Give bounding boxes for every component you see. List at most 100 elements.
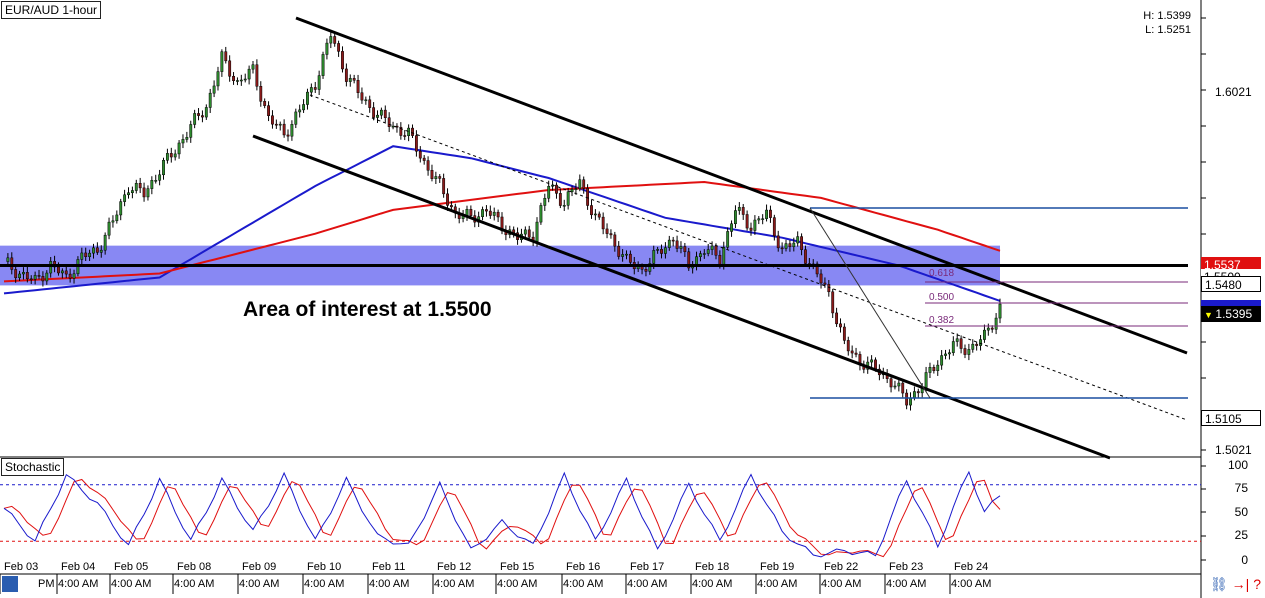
candle-body <box>706 249 710 254</box>
candle-body <box>842 326 846 341</box>
date-label: Feb 24 <box>954 561 989 573</box>
candle-body <box>372 107 376 118</box>
date-label: Feb 05 <box>114 561 149 573</box>
candle-body <box>103 234 107 251</box>
stoch-level-50: 50 <box>1234 505 1248 519</box>
candle-body <box>737 207 741 211</box>
candle-body <box>162 160 165 176</box>
candle-body <box>839 323 842 328</box>
candle-body <box>387 117 391 127</box>
candle-body <box>586 188 590 206</box>
candle-body <box>107 221 111 236</box>
candle-body <box>88 252 92 257</box>
candle-body <box>722 246 726 265</box>
candle-body <box>158 174 162 181</box>
candle-body <box>675 240 679 249</box>
candle-body <box>488 210 492 216</box>
candle-body <box>578 179 582 189</box>
date-label: Feb 11 <box>372 561 406 573</box>
candle-body <box>893 385 897 388</box>
candle-body <box>527 229 531 238</box>
candle-body <box>656 249 660 251</box>
candle-body <box>597 213 601 218</box>
candle-body <box>290 124 294 137</box>
question-icon[interactable]: ? <box>1253 576 1261 592</box>
arrow-right-icon[interactable]: →| <box>1231 576 1250 592</box>
candle-body <box>975 343 979 346</box>
candle-body <box>609 233 613 236</box>
candle-body <box>204 107 208 118</box>
candle-body <box>356 80 360 93</box>
stochastic-plot-area <box>0 458 1201 574</box>
candle-body <box>749 227 753 231</box>
candle-body <box>92 247 95 254</box>
resistance-price-tag: 1.5480 <box>1201 276 1261 292</box>
candle-body <box>823 282 827 285</box>
menu-icon[interactable] <box>2 576 18 592</box>
candle-body <box>317 75 321 90</box>
candle-body <box>414 135 418 152</box>
candle-body <box>45 272 49 282</box>
candle-body <box>547 186 551 199</box>
candle-body <box>278 123 282 126</box>
candle-body <box>590 205 593 216</box>
candle-body <box>313 87 317 90</box>
candle-body <box>788 243 792 247</box>
high-value: H: 1.5399 <box>1143 10 1191 22</box>
candle-body <box>617 245 621 257</box>
time-label: 4:00 AM <box>111 578 152 590</box>
candle-body <box>6 257 10 262</box>
candle-body <box>239 79 243 82</box>
candle-body <box>181 139 185 144</box>
candle-body <box>485 209 488 212</box>
candle-body <box>574 188 578 190</box>
date-label: Feb 08 <box>177 561 212 573</box>
candle-body <box>251 64 255 70</box>
time-label: 4:00 AM <box>304 578 345 590</box>
candle-body <box>663 247 667 254</box>
candle-body <box>730 223 733 232</box>
candle-body <box>274 123 278 126</box>
candle-body <box>10 257 14 270</box>
candle-body <box>831 291 835 314</box>
candle-body <box>776 235 780 249</box>
candle-body <box>348 78 352 82</box>
stoch-level-0: 0 <box>1241 553 1248 567</box>
candle-body <box>940 355 944 366</box>
candle-body <box>465 208 469 216</box>
date-label: Feb 19 <box>760 561 795 573</box>
candle-body <box>344 68 348 82</box>
candle-body <box>901 382 905 394</box>
time-label: 4:00 AM <box>369 578 410 590</box>
candle-body <box>951 341 955 353</box>
date-label: Feb 15 <box>500 561 535 573</box>
candle-body <box>562 205 566 207</box>
candle-body <box>932 367 936 371</box>
candle-body <box>49 261 53 274</box>
candle-body <box>792 242 796 247</box>
candle-body <box>22 272 25 275</box>
candle-body <box>146 188 150 198</box>
candle-body <box>379 109 383 116</box>
candle-body <box>543 197 547 206</box>
candle-body <box>247 68 251 80</box>
link-icon[interactable]: ⛓ <box>1210 576 1228 592</box>
candle-body <box>765 209 768 219</box>
candle-body <box>667 239 671 248</box>
candle-body <box>407 127 411 137</box>
candle-body <box>870 359 874 363</box>
upper-channel-line <box>295 16 1188 355</box>
candle-body <box>115 214 119 222</box>
date-label: Feb 04 <box>61 561 96 573</box>
time-label-pm: PM <box>38 578 55 590</box>
candle-body <box>967 349 971 355</box>
candle-body <box>897 382 901 387</box>
candle-body <box>84 252 88 257</box>
stoch-level-25: 25 <box>1234 528 1248 542</box>
time-label: 4:00 AM <box>951 578 992 590</box>
candle-body <box>189 124 193 138</box>
candle-body <box>352 78 356 81</box>
drawn-lines <box>0 16 1188 460</box>
candle-body <box>796 236 800 244</box>
